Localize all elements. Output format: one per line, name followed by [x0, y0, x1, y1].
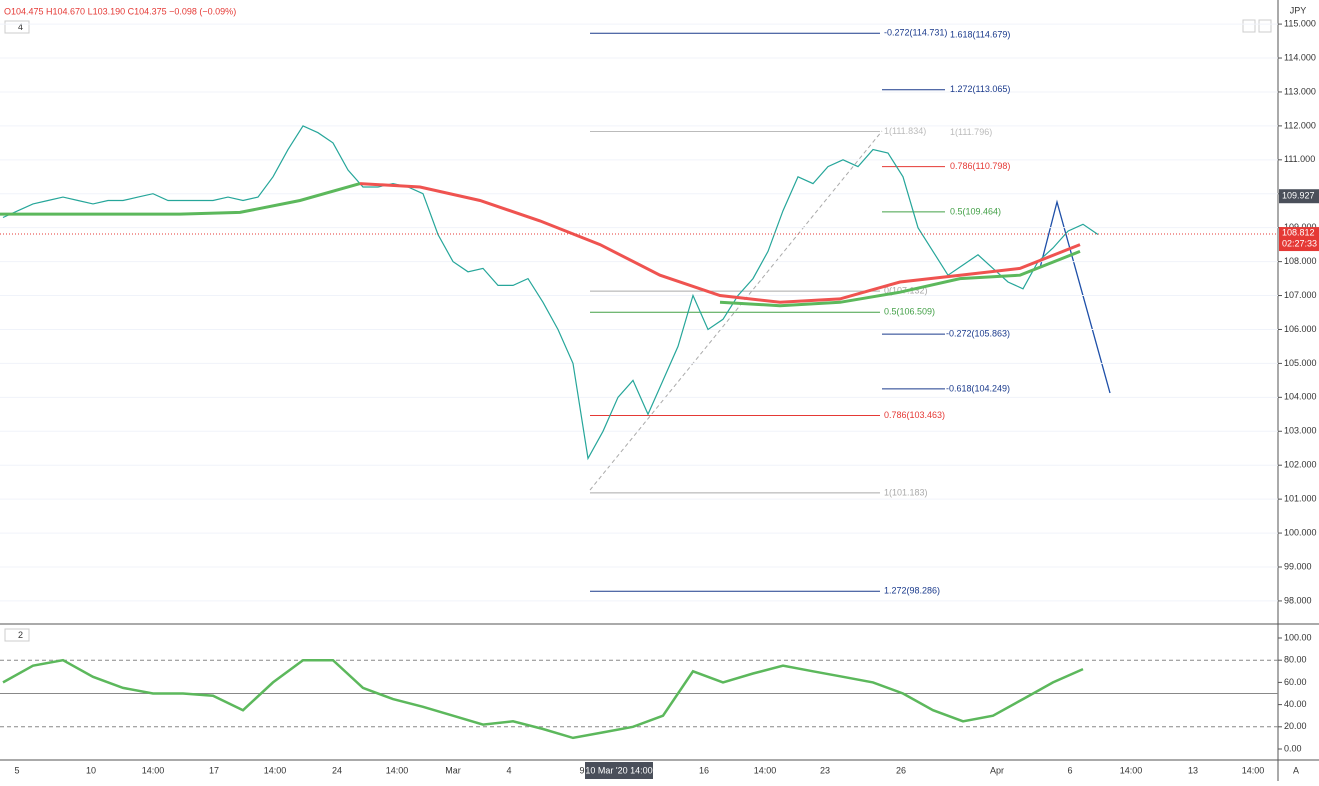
x-tick-label: 6 [1067, 765, 1072, 775]
fib-label: 1.618(114.679) [950, 29, 1010, 39]
fullscreen-button[interactable] [1258, 19, 1272, 33]
price-line [2, 125, 1099, 461]
y2-tick-label: 60.00 [1284, 677, 1307, 687]
scroll-button[interactable] [1242, 19, 1256, 33]
pane-count: 4 [18, 22, 23, 32]
y-tick-label: 103.000 [1284, 426, 1317, 436]
x-tick-label: 5 [14, 765, 19, 775]
crosshair-time: 10 Mar '20 14:00 [585, 765, 652, 775]
moving-average [0, 182, 1081, 308]
fib-label: 1(101.183) [884, 487, 928, 497]
fib-label: 1.272(98.286) [884, 586, 940, 596]
osc-pane-toggle[interactable] [4, 628, 30, 642]
fib-label: 1(111.796) [950, 127, 992, 137]
y-tick-label: 101.000 [1284, 494, 1317, 504]
last-price: 108.812 [1282, 227, 1315, 237]
last-price-box [1279, 227, 1319, 252]
x-tick-label: 23 [820, 765, 830, 775]
pane-toggle[interactable] [4, 20, 30, 34]
y2-tick-label: 80.00 [1284, 655, 1307, 665]
x-tick-label: 24 [332, 765, 342, 775]
x-tick-label: 26 [896, 765, 906, 775]
y-tick-label: 106.000 [1284, 324, 1317, 334]
y2-tick-label: 20.00 [1284, 721, 1307, 731]
x-tick-label: 14:00 [754, 765, 777, 775]
x-tick-label: 4 [506, 765, 511, 775]
y-tick-label: 102.000 [1284, 460, 1317, 470]
fib-label: -0.272(114.731) [884, 28, 947, 38]
fib-trend-line [589, 130, 883, 491]
y2-tick-label: 0.00 [1284, 743, 1302, 753]
y-tick-label: 109.000 [1284, 222, 1317, 232]
crosshair-time-box [585, 762, 653, 779]
y-tick-label: 115.000 [1284, 18, 1316, 28]
y-tick-label: 112.000 [1284, 120, 1316, 130]
y-tick-label: 113.000 [1284, 86, 1316, 96]
y-tick-label: 99.000 [1284, 561, 1312, 571]
y2-tick-label: 100.00 [1284, 632, 1312, 642]
ohlc-header: O104.475 H104.670 L103.190 C104.375 −0.0… [4, 6, 236, 16]
y-tick-label: 105.000 [1284, 358, 1317, 368]
x-tick-label: 10 [86, 765, 96, 775]
x-tick-label: 17 [209, 765, 219, 775]
moving-average [359, 182, 1081, 304]
fib-label: 1.272(113.065) [950, 84, 1010, 94]
fib-label: -0.272(105.863) [946, 328, 1010, 338]
x-tick-label: 14:00 [264, 765, 287, 775]
y-tick-label: 104.000 [1284, 392, 1317, 402]
y-tick-label: 111.000 [1284, 154, 1315, 164]
x-tick-label: 14:00 [1120, 765, 1143, 775]
x-tick-label: Mar [445, 765, 461, 775]
fib-label: 1(111.834) [884, 126, 926, 136]
x-tick-label: 9 [579, 765, 584, 775]
crosshair-price: 109.927 [1282, 191, 1315, 201]
x-tick-label: Apr [990, 765, 1004, 775]
y-tick-label: 98.000 [1284, 595, 1312, 605]
scale-mode: A [1293, 765, 1299, 775]
osc-pane-count: 2 [18, 630, 23, 640]
y-tick-label: 108.000 [1284, 256, 1317, 266]
oscillator-line [2, 658, 1084, 740]
y-tick-label: 107.000 [1284, 290, 1317, 300]
currency: JPY [1290, 5, 1307, 15]
fib-label: 0.5(109.464) [950, 206, 1001, 216]
fib-label: 0.786(103.463) [884, 410, 945, 420]
fib-label: -0.618(104.249) [946, 383, 1010, 393]
fib-label: 0.5(106.509) [884, 307, 935, 317]
y-tick-label: 100.000 [1284, 527, 1317, 537]
x-tick-label: 14:00 [1242, 765, 1265, 775]
x-tick-label: 16 [699, 765, 709, 775]
fib-label: 0.786(110.798) [950, 161, 1010, 171]
x-tick-label: 14:00 [386, 765, 409, 775]
crosshair-price-box [1279, 189, 1319, 204]
x-tick-label: 13 [1188, 765, 1198, 775]
countdown: 02:27:33 [1282, 238, 1317, 248]
x-tick-label: 14:00 [142, 765, 165, 775]
y-tick-label: 114.000 [1284, 52, 1316, 62]
y2-tick-label: 40.00 [1284, 699, 1307, 709]
